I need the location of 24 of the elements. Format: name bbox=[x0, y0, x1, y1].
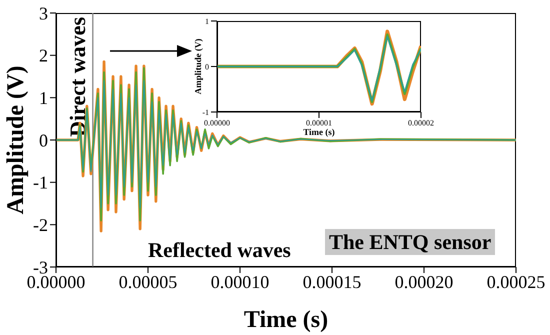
x-tick-label: 0.00010 bbox=[210, 272, 270, 292]
x-axis-title: Time (s) bbox=[303, 127, 335, 137]
x-tick-label: 0.00015 bbox=[302, 272, 362, 292]
annotation: The ENTQ sensor bbox=[325, 229, 496, 255]
x-tick-label: 0.00002 bbox=[408, 118, 434, 128]
y-tick-label: 0 bbox=[39, 130, 48, 150]
y-tick-label: 2 bbox=[39, 46, 48, 66]
annotation: Reflected waves bbox=[148, 237, 291, 263]
y-tick-label: 1 bbox=[205, 16, 209, 26]
x-tick-label: 0.00001 bbox=[306, 118, 332, 128]
x-axis-title: Time (s) bbox=[244, 307, 328, 333]
y-axis-title: Amplitude (V) bbox=[3, 66, 29, 214]
y-tick-label: 1 bbox=[39, 88, 48, 108]
x-tick-label: 0.00000 bbox=[204, 118, 230, 128]
y-tick-label: 3 bbox=[39, 3, 48, 24]
y-tick-label: -2 bbox=[33, 215, 48, 236]
y-tick-label: 0 bbox=[205, 62, 209, 72]
y-tick-label: -1 bbox=[33, 172, 48, 193]
x-tick-label: 0.00020 bbox=[394, 272, 454, 292]
x-tick-label: 0.00025 bbox=[486, 272, 546, 292]
y-axis-title: Amplitude (V) bbox=[193, 38, 203, 94]
x-tick-label: 0.00005 bbox=[118, 272, 178, 292]
y-tick-label: -3 bbox=[33, 257, 48, 278]
y-tick-label: -1 bbox=[202, 108, 209, 117]
